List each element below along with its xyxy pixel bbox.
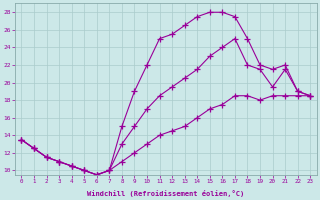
X-axis label: Windchill (Refroidissement éolien,°C): Windchill (Refroidissement éolien,°C) — [87, 190, 244, 197]
